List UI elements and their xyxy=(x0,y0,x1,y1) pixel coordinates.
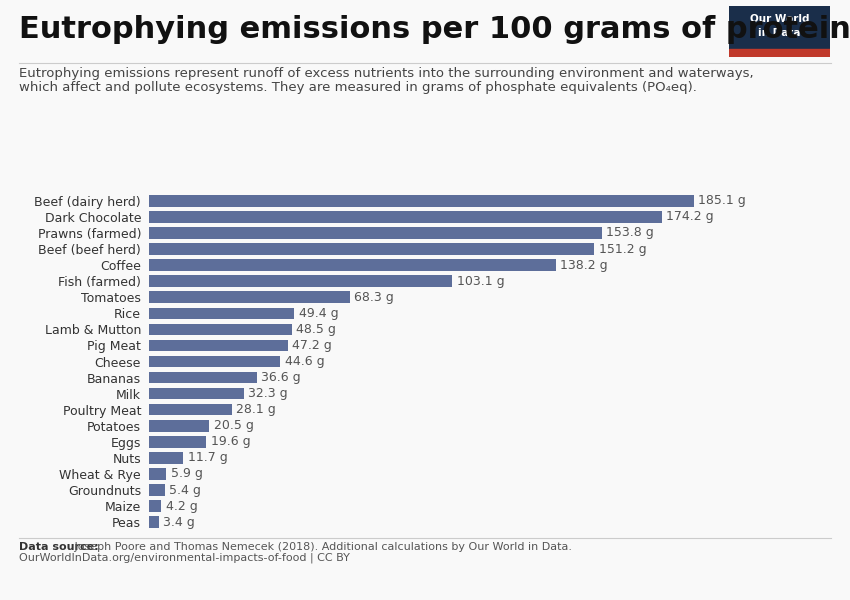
Text: 151.2 g: 151.2 g xyxy=(598,242,646,256)
Text: 5.9 g: 5.9 g xyxy=(171,467,202,481)
Text: in Data: in Data xyxy=(758,28,801,38)
Bar xyxy=(149,275,452,287)
Bar xyxy=(149,227,602,239)
Bar xyxy=(149,259,556,271)
Text: Our World: Our World xyxy=(750,14,809,24)
Text: OurWorldInData.org/environmental-impacts-of-food | CC BY: OurWorldInData.org/environmental-impacts… xyxy=(19,553,349,563)
Text: 185.1 g: 185.1 g xyxy=(699,194,746,208)
Bar xyxy=(149,388,244,400)
Text: Data source:: Data source: xyxy=(19,542,99,553)
Text: 153.8 g: 153.8 g xyxy=(606,226,654,239)
Text: 174.2 g: 174.2 g xyxy=(666,211,714,223)
Bar xyxy=(149,195,694,206)
Text: 68.3 g: 68.3 g xyxy=(354,291,394,304)
Text: 3.4 g: 3.4 g xyxy=(163,515,195,529)
Text: 28.1 g: 28.1 g xyxy=(236,403,275,416)
Text: 49.4 g: 49.4 g xyxy=(298,307,338,320)
Text: 19.6 g: 19.6 g xyxy=(211,436,251,448)
Bar xyxy=(149,517,159,528)
Bar xyxy=(149,243,594,255)
Bar xyxy=(149,436,207,448)
Bar xyxy=(149,308,294,319)
Bar xyxy=(149,372,257,383)
Bar xyxy=(149,292,350,303)
Bar xyxy=(149,500,162,512)
Text: 44.6 g: 44.6 g xyxy=(285,355,324,368)
Text: 32.3 g: 32.3 g xyxy=(248,387,288,400)
Text: 20.5 g: 20.5 g xyxy=(213,419,253,432)
Text: 36.6 g: 36.6 g xyxy=(261,371,301,384)
Text: 48.5 g: 48.5 g xyxy=(296,323,336,336)
Bar xyxy=(149,420,209,431)
Bar xyxy=(149,484,165,496)
Text: 47.2 g: 47.2 g xyxy=(292,339,332,352)
Text: 11.7 g: 11.7 g xyxy=(188,451,228,464)
Bar xyxy=(149,211,662,223)
Bar xyxy=(149,356,280,367)
Text: Eutrophying emissions per 100 grams of protein: Eutrophying emissions per 100 grams of p… xyxy=(19,15,850,44)
Bar xyxy=(149,404,231,415)
Bar xyxy=(729,49,830,57)
Bar xyxy=(149,452,184,464)
Text: 5.4 g: 5.4 g xyxy=(169,484,201,497)
Bar xyxy=(149,323,292,335)
Text: Eutrophying emissions represent runoff of excess nutrients into the surrounding : Eutrophying emissions represent runoff o… xyxy=(19,67,753,80)
Text: which affect and pollute ecosystems. They are measured in grams of phosphate equ: which affect and pollute ecosystems. The… xyxy=(19,81,697,94)
Text: 4.2 g: 4.2 g xyxy=(166,500,197,512)
Text: 138.2 g: 138.2 g xyxy=(560,259,608,272)
Bar xyxy=(149,340,288,351)
Text: 103.1 g: 103.1 g xyxy=(456,275,504,287)
Bar xyxy=(149,468,166,480)
Text: Joseph Poore and Thomas Nemecek (2018). Additional calculations by Our World in : Joseph Poore and Thomas Nemecek (2018). … xyxy=(71,542,572,553)
